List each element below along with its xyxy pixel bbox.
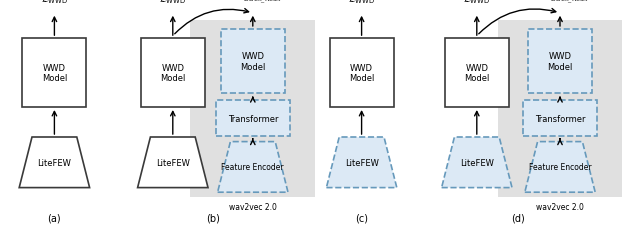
Text: $\mathcal{L}_{\mathrm{WWD}}$: $\mathcal{L}_{\mathrm{WWD}}$ [159, 0, 186, 6]
Polygon shape [138, 137, 208, 188]
Text: LiteFEW: LiteFEW [460, 158, 493, 167]
Bar [221, 30, 285, 94]
Text: WWD
Model: WWD Model [349, 64, 374, 83]
Bar [141, 39, 205, 108]
Text: Feature Encoder: Feature Encoder [529, 163, 591, 172]
Text: $\mathcal{L}_{\mathrm{Distill\_ResK}}$: $\mathcal{L}_{\mathrm{Distill\_ResK}}$ [237, 0, 282, 6]
Text: (c): (c) [355, 212, 368, 222]
Text: LiteFEW: LiteFEW [345, 158, 378, 167]
Bar [498, 21, 622, 197]
Text: LiteFEW: LiteFEW [38, 158, 71, 167]
Text: wav2vec 2.0: wav2vec 2.0 [229, 202, 276, 211]
Bar [330, 39, 394, 108]
Bar [524, 101, 597, 136]
Text: (b): (b) [206, 212, 220, 222]
Text: WWD
Model: WWD Model [240, 52, 266, 71]
Bar [216, 101, 290, 136]
Text: WWD
Model: WWD Model [464, 64, 490, 83]
Text: (a): (a) [47, 212, 61, 222]
Text: $\mathcal{L}_{\mathrm{WWD}}$: $\mathcal{L}_{\mathrm{WWD}}$ [41, 0, 68, 6]
Text: WWD
Model: WWD Model [42, 64, 67, 83]
Polygon shape [218, 142, 288, 192]
Text: $\mathcal{L}_{\mathrm{WWD}}$: $\mathcal{L}_{\mathrm{WWD}}$ [463, 0, 490, 6]
Text: LiteFEW: LiteFEW [156, 158, 189, 167]
Text: $\mathcal{L}_{\mathrm{WWD}}$: $\mathcal{L}_{\mathrm{WWD}}$ [348, 0, 375, 6]
Bar [528, 30, 592, 94]
Polygon shape [442, 137, 512, 188]
Text: $\mathcal{L}_{\mathrm{Distill\_ResK}}$: $\mathcal{L}_{\mathrm{Distill\_ResK}}$ [544, 0, 589, 6]
Bar [191, 21, 315, 197]
Text: Feature Encoder: Feature Encoder [221, 163, 284, 172]
Text: (d): (d) [511, 212, 525, 222]
Bar [445, 39, 509, 108]
Polygon shape [19, 137, 90, 188]
Polygon shape [525, 142, 595, 192]
Text: Transformer: Transformer [535, 114, 585, 123]
Text: WWD
Model: WWD Model [547, 52, 573, 71]
Text: wav2vec 2.0: wav2vec 2.0 [536, 202, 584, 211]
Text: Transformer: Transformer [228, 114, 278, 123]
Bar [22, 39, 86, 108]
Polygon shape [326, 137, 397, 188]
Text: WWD
Model: WWD Model [160, 64, 186, 83]
